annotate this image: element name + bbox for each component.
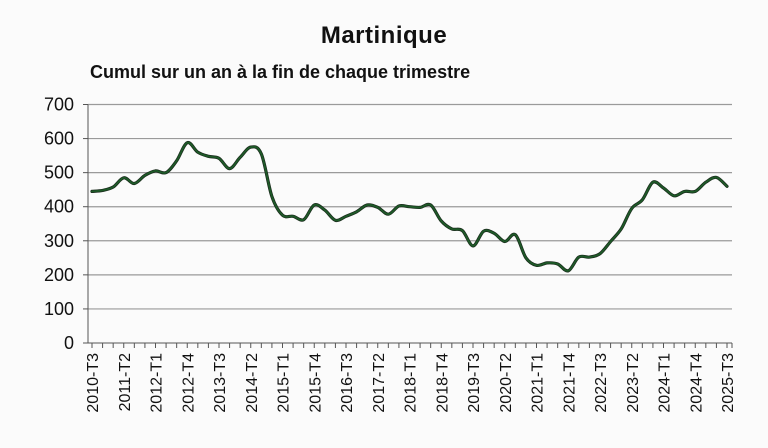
x-axis: 2010-T3 2011-T2 2012-T1 2012-T4 2013-T3 2014-… xyxy=(85,342,737,413)
x-tick-label: 2021-T4 xyxy=(561,353,578,413)
x-tick-label: 2010-T3 xyxy=(85,353,102,413)
gridlines xyxy=(88,103,732,310)
x-tick-label: 2018-T4 xyxy=(434,353,451,413)
y-tick-label: 700 xyxy=(44,95,74,115)
y-tick-label: 100 xyxy=(44,299,74,319)
x-tick-label: 2024-T4 xyxy=(688,353,705,413)
x-tick-label: 2021-T1 xyxy=(530,353,547,413)
y-axis: 0 100 200 300 400 500 600 700 xyxy=(44,95,89,353)
x-tick-label: 2013-T3 xyxy=(212,353,229,413)
x-tick-label: 2019-T3 xyxy=(466,353,483,413)
x-tick-label: 2025-T3 xyxy=(720,353,737,413)
x-tick-label: 2022-T3 xyxy=(593,353,610,413)
x-tick-label: 2012-T4 xyxy=(180,353,197,413)
x-tick-label: 2012-T1 xyxy=(149,353,166,413)
chart-subtitle: Cumul sur un an à la fin de chaque trime… xyxy=(90,62,471,82)
chart-title: Martinique xyxy=(320,22,448,49)
y-tick-label: 500 xyxy=(44,163,74,183)
x-tick-label: 2011-T2 xyxy=(117,353,134,412)
y-tick-label: 600 xyxy=(44,129,74,149)
y-tick-label: 200 xyxy=(44,265,74,285)
x-tick-label: 2018-T1 xyxy=(403,353,420,413)
x-tick-label: 2017-T2 xyxy=(371,353,388,413)
y-tick-label: 300 xyxy=(44,231,74,251)
data-series xyxy=(90,140,729,273)
x-tick-label: 2023-T2 xyxy=(625,353,642,413)
y-tick-label: 0 xyxy=(64,333,74,353)
x-tick-label: 2014-T2 xyxy=(244,353,261,413)
series-line xyxy=(91,141,728,272)
y-tick-label: 400 xyxy=(44,197,74,217)
x-tick-label: 2016-T3 xyxy=(339,353,356,413)
x-tick-label: 2015-T4 xyxy=(307,353,324,413)
x-tick-label: 2024-T1 xyxy=(657,353,674,413)
x-tick-label: 2020-T2 xyxy=(498,353,515,413)
x-tick-label: 2015-T1 xyxy=(276,353,293,413)
